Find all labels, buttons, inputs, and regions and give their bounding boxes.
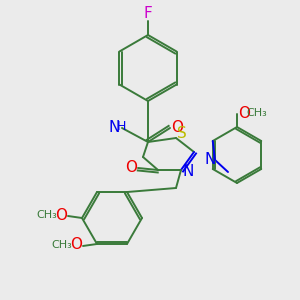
Text: N: N [182,164,194,178]
Text: CH₃: CH₃ [247,108,267,118]
Text: CH₃: CH₃ [37,210,57,220]
Text: CH₃: CH₃ [52,240,72,250]
Text: O: O [238,106,250,121]
Text: N: N [204,152,216,166]
Text: O: O [70,238,82,253]
Text: H: H [116,121,126,134]
Text: O: O [125,160,137,175]
Text: N: N [108,119,120,134]
Text: S: S [177,125,187,140]
Text: F: F [144,7,152,22]
Text: O: O [171,119,183,134]
Text: O: O [55,208,67,223]
